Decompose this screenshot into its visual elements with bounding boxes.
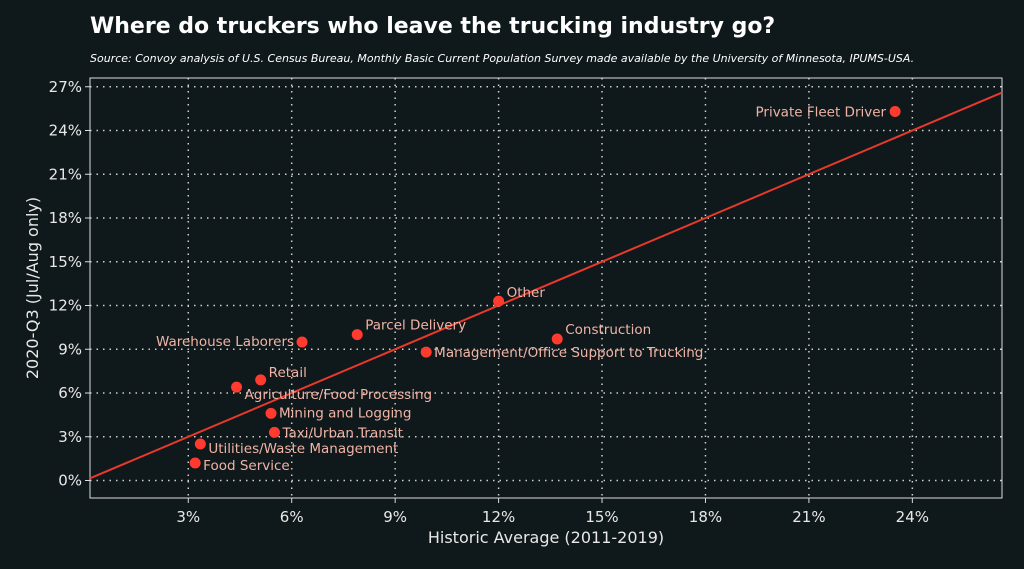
data-point <box>351 329 363 341</box>
data-point <box>194 438 206 450</box>
point-label: Taxi/Urban Transit <box>281 425 402 441</box>
point-label: Warehouse Laborers <box>156 334 294 350</box>
chart-title: Where do truckers who leave the trucking… <box>90 14 776 39</box>
data-point <box>493 295 505 307</box>
data-point <box>265 407 277 419</box>
data-point <box>189 457 201 469</box>
point-label: Construction <box>565 322 651 338</box>
point-label: Food Service <box>203 458 290 474</box>
y-tick-label: 15% <box>49 253 82 271</box>
point-label: Agriculture/Food Processing <box>245 387 433 403</box>
y-tick-label: 27% <box>49 78 82 96</box>
data-point <box>255 374 267 386</box>
data-point <box>551 333 563 345</box>
point-label: Management/Office Support to Trucking <box>434 345 703 361</box>
x-tick-label: 6% <box>280 508 304 526</box>
y-tick-label: 6% <box>58 384 82 402</box>
point-label: Utilities/Waste Management <box>208 441 398 457</box>
point-label: Parcel Delivery <box>365 318 466 334</box>
y-tick-label: 3% <box>58 428 82 446</box>
x-tick-label: 15% <box>585 508 618 526</box>
y-tick-label: 24% <box>49 122 82 140</box>
plot-frame <box>89 77 1003 499</box>
data-point <box>231 381 243 393</box>
point-label: Other <box>507 285 546 301</box>
x-tick-label: 9% <box>383 508 407 526</box>
y-tick-label: 12% <box>49 297 82 315</box>
y-axis-label: 2020-Q3 (Jul/Aug only) <box>23 197 42 379</box>
point-label: Mining and Logging <box>279 405 411 421</box>
point-label: Retail <box>269 365 307 381</box>
data-point <box>420 346 432 358</box>
x-axis-label: Historic Average (2011-2019) <box>428 528 664 547</box>
point-label: Private Fleet Driver <box>755 105 886 121</box>
y-tick-label: 21% <box>49 165 82 183</box>
data-point <box>268 426 280 438</box>
x-tick-label: 12% <box>482 508 515 526</box>
x-tick-label: 18% <box>689 508 722 526</box>
chart-subtitle: Source: Convoy analysis of U.S. Census B… <box>90 52 915 65</box>
y-tick-label: 9% <box>58 340 82 358</box>
y-tick-label: 0% <box>58 472 82 490</box>
data-point <box>296 336 308 348</box>
x-tick-label: 3% <box>176 508 200 526</box>
reference-line-y-equals-x <box>89 91 1003 480</box>
x-tick-label: 24% <box>896 508 929 526</box>
y-tick-label: 18% <box>49 209 82 227</box>
data-point <box>889 106 901 118</box>
x-tick-label: 21% <box>792 508 825 526</box>
